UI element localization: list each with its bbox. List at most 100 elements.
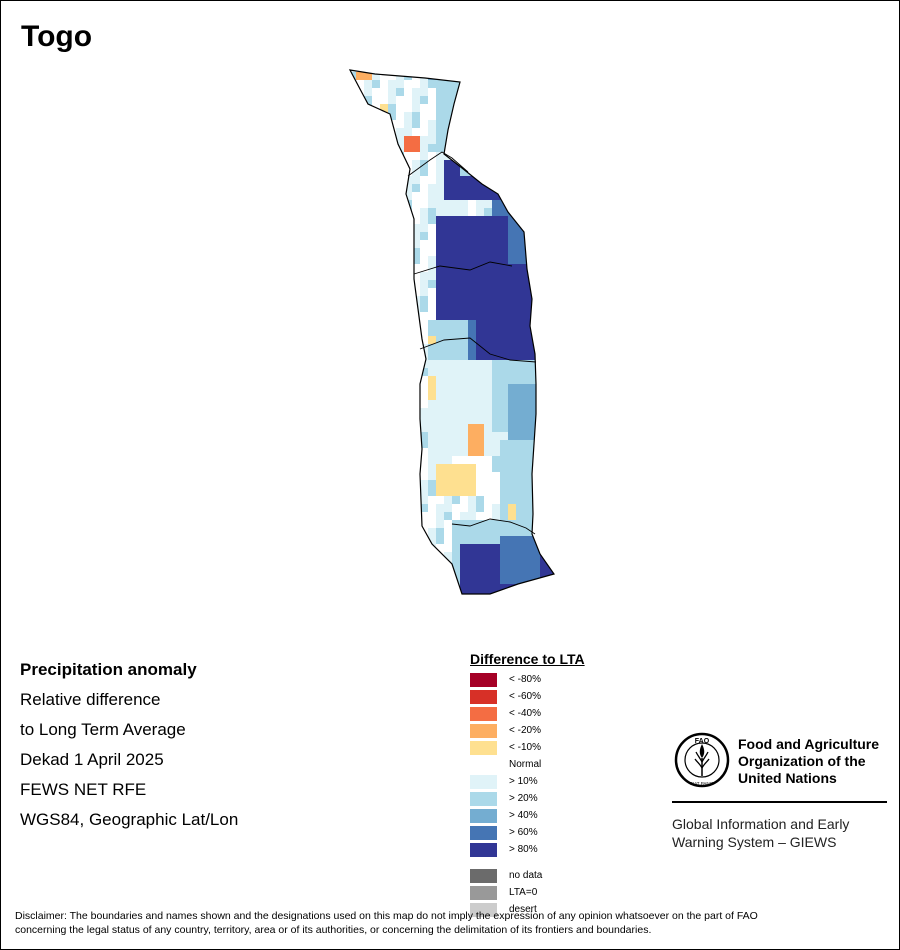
grid-cell — [468, 312, 476, 320]
grid-cell — [484, 352, 492, 360]
grid-cell — [484, 312, 492, 320]
grid-cell — [500, 168, 508, 176]
grid-cell — [380, 592, 388, 594]
grid-cell — [350, 528, 356, 536]
grid-cell — [476, 240, 484, 248]
grid-cell — [350, 560, 356, 568]
grid-cell — [516, 592, 524, 594]
grid-cell — [412, 520, 420, 528]
grid-cell — [404, 448, 412, 456]
grid-cell — [372, 472, 380, 480]
grid-cell — [396, 512, 404, 520]
grid-cell — [428, 488, 436, 496]
grid-cell — [476, 256, 484, 264]
grid-cell — [492, 136, 500, 144]
grid-cell — [428, 496, 436, 504]
grid-cell — [380, 168, 388, 176]
grid-cell — [532, 88, 540, 96]
grid-cell — [508, 360, 516, 368]
grid-cell — [364, 168, 372, 176]
grid-cell — [364, 432, 372, 440]
grid-cell — [388, 584, 396, 592]
grid-cell — [516, 248, 524, 256]
grid-cell — [388, 432, 396, 440]
grid-cell — [540, 560, 548, 568]
grid-cell — [460, 256, 468, 264]
grid-cell — [492, 536, 500, 544]
grid-cell — [364, 384, 372, 392]
grid-cell — [388, 88, 396, 96]
grid-cell — [516, 312, 524, 320]
grid-cell — [404, 512, 412, 520]
grid-cell — [508, 320, 516, 328]
grid-cell — [396, 568, 404, 576]
grid-cell — [404, 504, 412, 512]
grid-cell — [460, 528, 468, 536]
grid-cell — [556, 320, 564, 328]
grid-cell — [412, 176, 420, 184]
grid-cell — [444, 456, 452, 464]
grid-cell — [476, 248, 484, 256]
grid-cell — [492, 440, 500, 448]
grid-cell — [508, 400, 516, 408]
grid-cell — [460, 288, 468, 296]
grid-cell — [436, 432, 444, 440]
grid-cell — [340, 360, 348, 368]
grid-cell — [428, 344, 436, 352]
grid-cell — [556, 400, 564, 408]
grid-cell — [492, 256, 500, 264]
grid-cell — [468, 568, 476, 576]
grid-cell — [516, 336, 524, 344]
grid-cell — [468, 88, 476, 96]
grid-cell — [460, 184, 468, 192]
grid-cell — [444, 88, 452, 96]
grid-cell — [388, 552, 396, 560]
grid-cell — [460, 120, 468, 128]
grid-cell — [556, 504, 564, 512]
grid-cell — [412, 504, 420, 512]
grid-cell — [436, 184, 444, 192]
grid-cell — [524, 70, 532, 72]
grid-cell — [388, 176, 396, 184]
grid-cell — [564, 496, 570, 504]
grid-cell — [540, 384, 548, 392]
grid-cell — [396, 88, 404, 96]
grid-cell — [396, 496, 404, 504]
grid-cell — [388, 256, 396, 264]
grid-cell — [420, 232, 428, 240]
grid-cell — [364, 176, 372, 184]
grid-cell — [468, 232, 476, 240]
grid-cell — [508, 424, 516, 432]
grid-cell — [516, 544, 524, 552]
grid-cell — [492, 600, 500, 604]
grid-cell — [564, 520, 570, 528]
grid-cell — [548, 488, 554, 496]
grid-cell — [508, 176, 516, 184]
grid-cell — [396, 200, 404, 208]
grid-cell — [412, 568, 420, 576]
grid-cell — [548, 528, 554, 536]
grid-cell — [350, 296, 356, 304]
grid-cell — [564, 112, 570, 120]
grid-cell — [452, 384, 460, 392]
grid-cell — [540, 448, 548, 456]
grid-cell — [350, 192, 356, 200]
grid-cell — [420, 400, 428, 408]
grid-cell — [548, 256, 554, 264]
grid-cell — [516, 280, 524, 288]
grid-cell — [356, 272, 364, 280]
grid-cell — [364, 272, 372, 280]
grid-cell — [540, 264, 548, 272]
grid-cell — [340, 224, 348, 232]
grid-cell — [556, 296, 564, 304]
grid-cell — [412, 448, 420, 456]
grid-cell — [476, 408, 484, 416]
grid-cell — [540, 520, 548, 528]
grid-cell — [556, 288, 564, 296]
grid-cell — [468, 80, 476, 88]
grid-cell — [556, 416, 564, 424]
grid-cell — [372, 200, 380, 208]
legend-label: > 60% — [509, 827, 538, 838]
grid-cell — [532, 152, 540, 160]
grid-cell — [396, 400, 404, 408]
